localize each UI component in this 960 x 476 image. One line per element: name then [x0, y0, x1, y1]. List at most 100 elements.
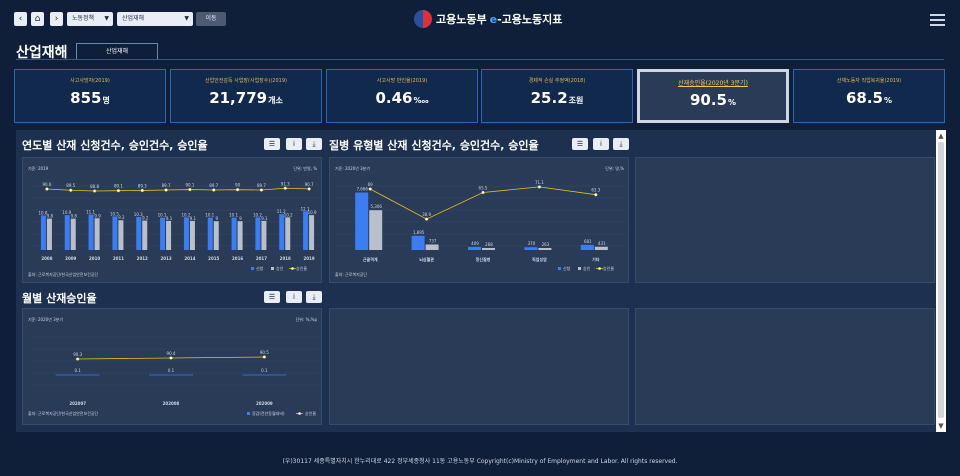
rate-point	[116, 189, 121, 193]
download-icon[interactable]: ⤓	[306, 138, 322, 150]
bar-application	[183, 217, 189, 250]
data-label: 9.8	[47, 214, 54, 219]
data-label: 409	[471, 241, 479, 246]
logo-ministry: 고용노동부	[436, 13, 487, 26]
x-tick-label: 2012	[137, 256, 148, 261]
category-select[interactable]: 노동정책 ▼	[67, 12, 113, 26]
legend-label: 증감(전년동월대비)	[252, 410, 285, 416]
info-icon[interactable]: i	[286, 138, 302, 150]
rate-label: 90.6	[42, 182, 51, 187]
dashboard-content: 연도별 산재 신청건수, 승인건수, 승인율 ☰ i ⤓ 질병 유형별 산재 신…	[16, 130, 936, 432]
subcategory-select[interactable]: 산업재해 ▼	[117, 12, 193, 26]
data-label: 10.1	[229, 213, 238, 218]
rate-label: 65.5	[479, 186, 488, 191]
bar-application	[468, 246, 481, 250]
legend-label: 승인율	[305, 410, 316, 416]
data-label: 10.8	[38, 210, 47, 215]
hamburger-menu-icon[interactable]	[930, 14, 945, 26]
bar-application	[279, 214, 285, 250]
chart-source: 출처: 근로복지공단	[335, 271, 367, 277]
back-icon[interactable]: ‹	[14, 12, 27, 26]
scrollbar[interactable]: ▲ ▼	[936, 130, 946, 432]
data-label: 5,306	[370, 204, 382, 209]
list-icon[interactable]: ☰	[572, 138, 588, 150]
bar-application	[411, 235, 425, 250]
data-label: 10.3	[134, 212, 143, 217]
forward-icon[interactable]: ›	[50, 12, 63, 26]
rate-label: 90.3	[73, 352, 82, 357]
data-label: 737	[429, 238, 437, 243]
bar-approval	[237, 221, 243, 250]
government-emblem-icon	[414, 10, 432, 28]
data-label: 12.1	[301, 206, 310, 211]
chevron-down-icon: ▼	[104, 15, 109, 22]
rate-label: 90.7	[305, 182, 314, 187]
list-icon[interactable]: ☰	[264, 138, 280, 150]
x-tick-label: 2018	[280, 256, 291, 261]
section-title-yearly: 연도별 산재 신청건수, 승인건수, 승인율	[22, 139, 208, 152]
data-label: 10.9	[308, 210, 317, 215]
tab-industrial-accident[interactable]: 산업재해	[76, 43, 158, 59]
category-select-value: 노동정책	[72, 15, 95, 22]
scroll-up-icon[interactable]: ▲	[938, 132, 944, 140]
x-tick-label: 기타	[592, 256, 600, 262]
rate-point	[481, 190, 485, 195]
bar-approval	[369, 210, 383, 250]
bar-application	[255, 217, 261, 250]
chart-basis: 기준: 2020년 3분기	[335, 165, 370, 171]
x-tick-label: 2016	[232, 256, 243, 261]
bar-approval	[118, 220, 124, 250]
rate-point	[188, 187, 192, 192]
legend-marker	[598, 267, 601, 270]
rate-label: 89.3	[138, 183, 147, 188]
x-tick-label: 2010	[89, 256, 100, 261]
kpi-card-return-rate[interactable]: 산재노동자 직업복귀율(2019) 68.5%	[793, 69, 945, 123]
legend-swatch	[558, 267, 561, 270]
chart-panel-monthly: 기준: 2020년 3분기 단위: %,%p 출처: 근로복지공단/한국산업안전…	[22, 308, 322, 425]
section-title-disease: 질병 유형별 산재 신청건수, 승인건수, 승인율	[329, 139, 539, 152]
bar-application	[355, 192, 369, 250]
info-icon[interactable]: i	[286, 291, 302, 303]
x-tick-label: 2015	[208, 256, 219, 261]
bar-application	[524, 247, 538, 250]
legend-label: 승인	[276, 265, 284, 271]
kpi-value: 90.5%	[689, 91, 737, 109]
data-label: 11.2	[277, 209, 286, 214]
legend-label: 신청	[563, 265, 571, 271]
section-title-monthly: 월별 산재승인율	[22, 292, 97, 305]
scroll-down-icon[interactable]: ▼	[938, 422, 944, 430]
download-icon[interactable]: ⤓	[613, 138, 629, 150]
kpi-card-economic-loss[interactable]: 경제적 손실 추정액(2018) 25.2조원	[481, 69, 633, 123]
rate-point	[169, 356, 173, 360]
x-tick-label: 2008	[41, 256, 52, 261]
bar-application	[112, 216, 118, 250]
bar-application	[160, 217, 166, 250]
home-icon[interactable]: ⌂	[31, 12, 44, 26]
chart-unit: 단위: 만명, %	[293, 165, 317, 171]
chart-unit: 단위: 명,%	[605, 165, 624, 171]
rate-label: 71.1	[535, 180, 544, 185]
go-button[interactable]: 이동	[196, 12, 226, 26]
rate-label: 63.3	[591, 188, 600, 193]
bar-approval	[309, 215, 315, 250]
x-tick-label: 202009	[256, 401, 273, 406]
top-bar: ‹ ⌂ › 노동정책 ▼ 산업재해 ▼ 이동 고용노동부 e-고용노동지표	[0, 0, 960, 40]
kpi-card-approval-rate[interactable]: 산재승인율(2020년 3분기) 90.5%	[637, 69, 789, 123]
kpi-label: 산재노동자 직업복귀율(2019)	[836, 78, 902, 84]
bar-application	[88, 214, 94, 250]
kpi-card-inspections[interactable]: 산업안전감독 사업장(사업장수)(2019) 21,779개소	[170, 69, 322, 123]
data-label: 10.2	[284, 212, 293, 217]
chart-panel-yearly: 기준: 2019 단위: 만명, % 출처: 근로복지공단/한국산업안전보건공단…	[22, 157, 322, 283]
empty-panel	[635, 308, 935, 425]
x-tick-label: 2019	[304, 256, 315, 261]
kpi-card-accident-deaths[interactable]: 사고사망자(2019) 855명	[14, 69, 166, 123]
kpi-card-death-rate[interactable]: 사고사망 만인율(2019) 0.46‱	[326, 69, 478, 123]
info-icon[interactable]: i	[593, 138, 609, 150]
site-logo[interactable]: 고용노동부 e-고용노동지표	[414, 9, 562, 29]
scrollbar-thumb[interactable]	[938, 142, 944, 418]
list-icon[interactable]: ☰	[264, 291, 280, 303]
rate-label: 90.5	[260, 350, 269, 355]
chart-unit: 단위: %,%p	[296, 316, 318, 322]
data-label: 9	[215, 216, 218, 221]
download-icon[interactable]: ⤓	[306, 291, 322, 303]
